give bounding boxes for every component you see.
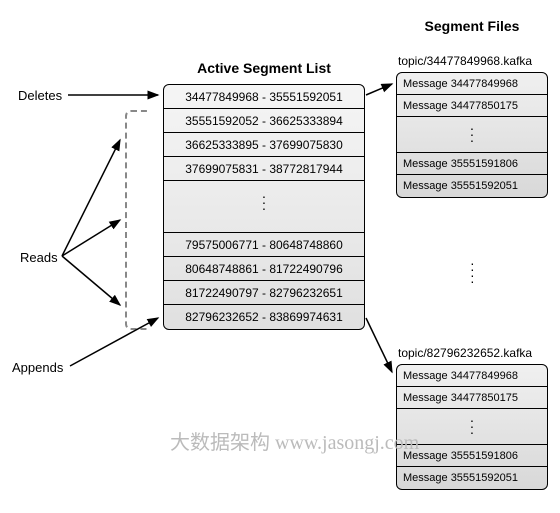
file-row: Message 34477849968 (397, 73, 547, 95)
segment-row: 81722490797 - 82796232651 (164, 281, 364, 305)
file-row: Message 35551591806 (397, 153, 547, 175)
file-row: Message 35551592051 (397, 467, 547, 489)
segment-row: 79575006771 - 80648748860 (164, 233, 364, 257)
watermark: 大数据架构 www.jasongj.com (170, 426, 419, 455)
reads-label: Reads (20, 250, 58, 265)
file-row-gap: ··· (397, 409, 547, 445)
active-segment-list-title: Active Segment List (163, 60, 365, 76)
segment-file-box: Message 34477849968 Message 34477850175 … (396, 72, 548, 198)
segment-row: 80648748861 - 81722490796 (164, 257, 364, 281)
file-gap-dots: ···· (470, 260, 475, 284)
file-row-gap: ··· (397, 117, 547, 153)
segment-file-path: topic/82796232652.kafka (398, 346, 532, 360)
deletes-label: Deletes (18, 88, 62, 103)
file-row: Message 34477849968 (397, 365, 547, 387)
segment-row-gap: ··· (164, 181, 364, 233)
segment-row: 34477849968 - 35551592051 (164, 85, 364, 109)
consistent-views-bracket: Consistent Views (125, 110, 149, 330)
segment-files-title: Segment Files (388, 18, 556, 34)
segment-row: 37699075831 - 38772817944 (164, 157, 364, 181)
file-row: Message 35551592051 (397, 175, 547, 197)
file-row: Message 35551591806 (397, 445, 547, 467)
segment-row: 82796232652 - 83869974631 (164, 305, 364, 329)
segment-row: 35551592052 - 36625333894 (164, 109, 364, 133)
segment-row: 36625333895 - 37699075830 (164, 133, 364, 157)
appends-label: Appends (12, 360, 63, 375)
active-segment-list: 34477849968 - 35551592051 35551592052 - … (163, 84, 365, 330)
file-row: Message 34477850175 (397, 95, 547, 117)
file-row: Message 34477850175 (397, 387, 547, 409)
segment-file-path: topic/34477849968.kafka (398, 54, 532, 68)
